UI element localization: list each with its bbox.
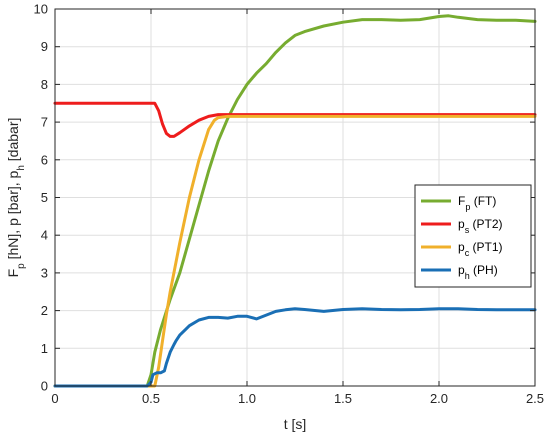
y-tick-label: 7 (41, 115, 48, 130)
x-tick-label: 0 (51, 391, 58, 406)
x-tick-label: 1.5 (334, 391, 352, 406)
y-tick-label: 2 (41, 303, 48, 318)
y-tick-label: 8 (41, 77, 48, 92)
legend-label-2: pc (PT1) (458, 240, 503, 258)
y-tick-label: 10 (34, 2, 48, 17)
series-line-0 (53, 14, 537, 388)
series-line-2 (53, 114, 537, 388)
y-tick-label: 9 (41, 39, 48, 54)
x-tick-label: 1.0 (238, 391, 256, 406)
series-line-1 (53, 101, 537, 138)
y-tick-label: 1 (41, 341, 48, 356)
y-axis-label: Fp [hN], p [bar], ph [dabar] (5, 118, 27, 278)
x-axis-label: t [s] (284, 416, 307, 432)
series-line-3 (53, 307, 537, 388)
y-tick-label: 4 (41, 228, 48, 243)
legend-label-1: ps (PT2) (458, 217, 503, 235)
x-tick-label: 2.5 (526, 391, 544, 406)
legend: Fp (FT) ps (PT2) pc (PT1) ph (PH) (414, 184, 532, 288)
y-tick-label: 6 (41, 152, 48, 167)
x-tick-label: 2.0 (430, 391, 448, 406)
y-tick-label: 5 (41, 190, 48, 205)
x-tick-label: 0.5 (142, 391, 160, 406)
y-tick-label: 0 (41, 379, 48, 394)
legend-label-0: Fp (FT) (458, 194, 496, 212)
legend-label-3: ph (PH) (458, 263, 498, 281)
y-tick-label: 3 (41, 265, 48, 280)
